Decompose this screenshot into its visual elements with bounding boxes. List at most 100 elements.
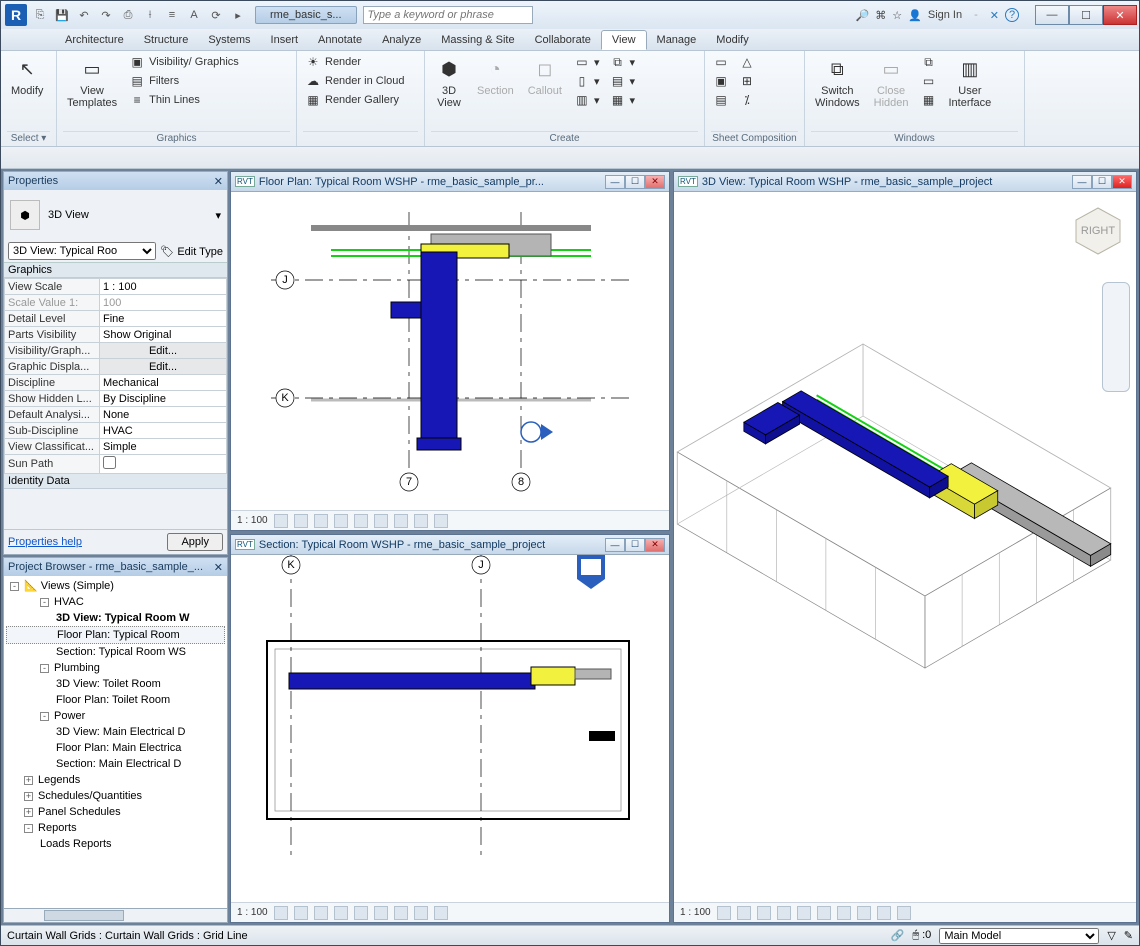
legends-button[interactable]: ▤▾: [607, 72, 637, 90]
tree-node[interactable]: Floor Plan: Main Electrica: [6, 740, 225, 756]
vcb-detail-icon[interactable]: [274, 514, 288, 528]
tile-button[interactable]: ▦: [918, 91, 938, 109]
properties-help-link[interactable]: Properties help: [8, 536, 82, 548]
vcb-reveal-icon[interactable]: [414, 906, 428, 920]
prop-value[interactable]: Edit...: [100, 343, 227, 359]
vcb-reveal-icon[interactable]: [414, 514, 428, 528]
user-interface-button[interactable]: ▥User Interface: [944, 53, 995, 111]
undo-icon[interactable]: ↶: [75, 6, 93, 24]
vcb-analytical-icon[interactable]: [434, 514, 448, 528]
prop-value[interactable]: 100: [100, 295, 227, 311]
more-icon[interactable]: ▸: [229, 6, 247, 24]
cascade-button[interactable]: ▭: [918, 72, 938, 90]
view-max-icon[interactable]: ☐: [1092, 175, 1112, 189]
menu-analyze[interactable]: Analyze: [372, 31, 431, 49]
document-tab[interactable]: rme_basic_s...: [255, 6, 357, 24]
callout-button[interactable]: ◻Callout: [524, 53, 566, 99]
view-min-icon[interactable]: —: [1072, 175, 1092, 189]
vcb-cropshow-icon[interactable]: [374, 514, 388, 528]
visibility-graphics-button[interactable]: ▣Visibility/ Graphics: [127, 53, 241, 71]
vcb-temp-icon[interactable]: [394, 906, 408, 920]
keytips-icon[interactable]: ⌘: [875, 9, 886, 22]
infocenter-search-icon[interactable]: 🔎: [856, 9, 870, 22]
section-canvas[interactable]: KJ: [231, 555, 669, 902]
vcb-sun-icon[interactable]: [314, 906, 328, 920]
tree-root[interactable]: - 📐 Views (Simple): [6, 578, 225, 594]
vcb-detail-icon[interactable]: [717, 906, 731, 920]
properties-close-icon[interactable]: ✕: [214, 175, 223, 188]
menu-systems[interactable]: Systems: [198, 31, 260, 49]
apply-button[interactable]: Apply: [167, 533, 223, 551]
vcb-style-icon[interactable]: [737, 906, 751, 920]
window-close-button[interactable]: ✕: [1103, 5, 1137, 25]
project-browser-tree[interactable]: - 📐 Views (Simple)- HVAC3D View: Typical…: [4, 576, 227, 908]
elevation-button[interactable]: ▯▾: [572, 72, 602, 90]
menu-architecture[interactable]: Architecture: [55, 31, 134, 49]
prop-value[interactable]: Edit...: [100, 359, 227, 375]
type-dropdown-icon[interactable]: ▾: [215, 209, 221, 222]
tree-node[interactable]: 3D View: Typical Room W: [6, 610, 225, 626]
3dview-button[interactable]: ⬢3D View: [431, 53, 467, 111]
vcb-style-icon[interactable]: [294, 906, 308, 920]
tree-node[interactable]: 3D View: Main Electrical D: [6, 724, 225, 740]
save-icon[interactable]: 💾: [53, 6, 71, 24]
vcb-analytical-icon[interactable]: [897, 906, 911, 920]
signin-icon[interactable]: 👤: [908, 9, 922, 22]
prop-value[interactable]: Show Original: [100, 327, 227, 343]
navigation-bar[interactable]: [1102, 282, 1130, 392]
vcb-crop-icon[interactable]: [354, 514, 368, 528]
render-gallery-button[interactable]: ▦Render Gallery: [303, 91, 407, 109]
switch-windows-button[interactable]: ⧉Switch Windows: [811, 53, 864, 111]
section-button[interactable]: ◔Section: [473, 53, 518, 99]
vcb-detail-icon[interactable]: [274, 906, 288, 920]
menu-structure[interactable]: Structure: [134, 31, 199, 49]
view-close-icon[interactable]: ✕: [645, 538, 665, 552]
instance-selector[interactable]: 3D View: Typical Roo: [8, 242, 156, 260]
workset-icon[interactable]: 🔗: [891, 929, 905, 942]
menu-manage[interactable]: Manage: [647, 31, 707, 49]
view-max-icon[interactable]: ☐: [625, 538, 645, 552]
vcb-crop-icon[interactable]: [354, 906, 368, 920]
exchange-icon[interactable]: ✕: [990, 9, 999, 22]
prop-value[interactable]: 1 : 100: [100, 279, 227, 295]
view-close-icon[interactable]: ✕: [645, 175, 665, 189]
prop-value[interactable]: Mechanical: [100, 375, 227, 391]
workset-selector[interactable]: Main Model: [939, 928, 1099, 944]
help-icon[interactable]: ?: [1005, 8, 1019, 22]
browser-close-icon[interactable]: ✕: [214, 561, 223, 574]
menu-massingsite[interactable]: Massing & Site: [431, 31, 524, 49]
filters-button[interactable]: ▤Filters: [127, 72, 241, 90]
guide-grid-button[interactable]: ⊞: [737, 72, 757, 90]
vcb-style-icon[interactable]: [294, 514, 308, 528]
thin-lines-button[interactable]: ≡Thin Lines: [127, 91, 241, 109]
3d-scale[interactable]: 1 : 100: [680, 907, 711, 918]
vcb-sun-icon[interactable]: [314, 514, 328, 528]
open-icon[interactable]: ⎘: [31, 6, 49, 24]
vcb-analytical-icon[interactable]: [434, 906, 448, 920]
tree-node[interactable]: Loads Reports: [6, 836, 225, 852]
measure-icon[interactable]: ⟊: [141, 6, 159, 24]
redo-icon[interactable]: ↷: [97, 6, 115, 24]
menu-insert[interactable]: Insert: [261, 31, 309, 49]
text-icon[interactable]: A: [185, 6, 203, 24]
plan-views-button[interactable]: ▭▾: [572, 53, 602, 71]
sec-scale[interactable]: 1 : 100: [237, 907, 268, 918]
view-min-icon[interactable]: —: [605, 538, 625, 552]
tree-node[interactable]: Floor Plan: Typical Room: [6, 626, 225, 644]
revisions-button[interactable]: △: [737, 53, 757, 71]
tree-node[interactable]: + Schedules/Quantities: [6, 788, 225, 804]
editable-only-icon[interactable]: ✎: [1124, 929, 1133, 942]
filter-icon[interactable]: ▽: [1107, 929, 1115, 942]
vcb-cropshow-icon[interactable]: [374, 906, 388, 920]
view-max-icon[interactable]: ☐: [625, 175, 645, 189]
vcb-shadow-icon[interactable]: [777, 906, 791, 920]
vcb-cropshow-icon[interactable]: [817, 906, 831, 920]
vcb-sun-icon[interactable]: [757, 906, 771, 920]
view-close-icon[interactable]: ✕: [1112, 175, 1132, 189]
app-icon[interactable]: R: [5, 4, 27, 26]
vcb-lock-icon[interactable]: [877, 906, 891, 920]
vcb-shadow-icon[interactable]: [334, 906, 348, 920]
vcb-temp-icon[interactable]: [837, 906, 851, 920]
tree-node[interactable]: - HVAC: [6, 594, 225, 610]
menu-view[interactable]: View: [601, 30, 647, 50]
